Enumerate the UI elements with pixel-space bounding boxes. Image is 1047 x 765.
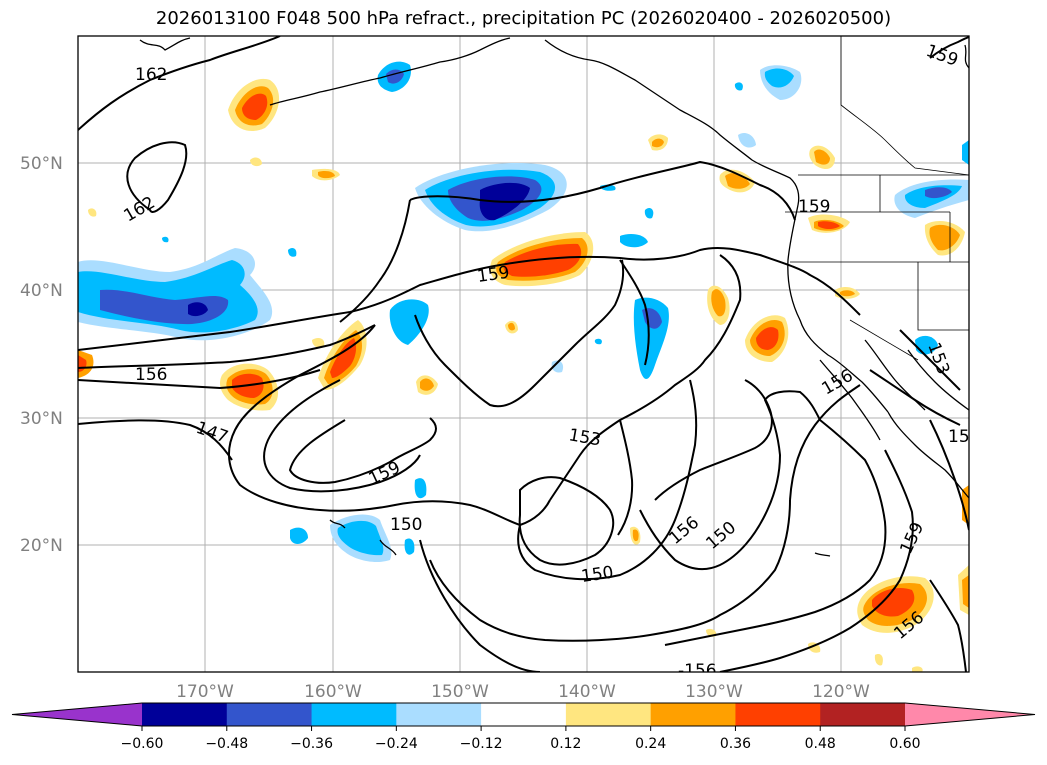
colorbar-segment (481, 703, 567, 726)
lon-label: 150°W (431, 682, 489, 702)
map-title: 2026013100 F048 500 hPa refract., precip… (155, 8, 892, 29)
colorbar-segment (735, 703, 821, 726)
contour-label: 15 (948, 427, 970, 447)
colorbar-extend-low (12, 703, 142, 726)
coastlines (139, 37, 969, 557)
contour-label: 159 (798, 197, 830, 217)
contour-label: 150 (580, 563, 615, 587)
colorbar-segment (226, 703, 313, 726)
contour-label: 159 (476, 263, 511, 287)
lon-label: 160°W (304, 682, 362, 702)
lon-label: 130°W (685, 682, 743, 702)
lat-label: 30°N (20, 409, 63, 429)
colorbar-tick-label: −0.60 (121, 736, 164, 752)
colorbar-extend-high (905, 703, 1035, 726)
lon-label: 140°W (558, 682, 616, 702)
borders (785, 36, 969, 361)
colorbar-segment (565, 703, 652, 726)
colorbar-segment (820, 703, 906, 726)
colorbar-tick-label: −0.12 (460, 736, 503, 752)
latitude-labels: 50°N 40°N 30°N 20°N (20, 154, 63, 556)
map-area (78, 36, 969, 672)
contour-label: 156 (135, 365, 167, 385)
colorbar-tick-label: −0.48 (205, 736, 248, 752)
map-frame (77, 35, 970, 673)
colorbar-tick-label: 0.48 (805, 736, 836, 752)
contour-lines (78, 36, 969, 672)
colorbar-segment (311, 703, 397, 726)
colorbar-tick-label: 0.60 (889, 736, 920, 752)
longitude-labels: 170°W 160°W 150°W 140°W 130°W 120°W (176, 682, 870, 702)
lat-label: 40°N (20, 281, 63, 301)
contour-label: 162 (135, 65, 167, 85)
patch-blue-mid (389, 299, 429, 345)
contour-label: -156 (678, 661, 717, 681)
positive-precip-patches (78, 78, 969, 672)
negative-precip-patches (78, 61, 969, 563)
lon-label: 120°W (812, 682, 870, 702)
colorbar: −0.60 −0.48 −0.36 −0.24 −0.12 0.12 0.24 0.36 0.4… (11, 702, 1036, 752)
colorbar-segment (396, 703, 482, 726)
lat-label: 20°N (20, 536, 63, 556)
colorbar-tick-label: −0.24 (375, 736, 418, 752)
colorbar-tick-label: −0.36 (290, 736, 333, 752)
contour-label: 150 (390, 515, 422, 535)
lat-label: 50°N (20, 154, 63, 174)
colorbar-tick-label: 0.24 (635, 736, 666, 752)
colorbar-segment (142, 703, 228, 726)
colorbar-tick-label: 0.36 (720, 736, 751, 752)
colorbar-segment (650, 703, 736, 726)
lon-label: 170°W (176, 682, 234, 702)
colorbar-tick-label: 0.12 (550, 736, 581, 752)
